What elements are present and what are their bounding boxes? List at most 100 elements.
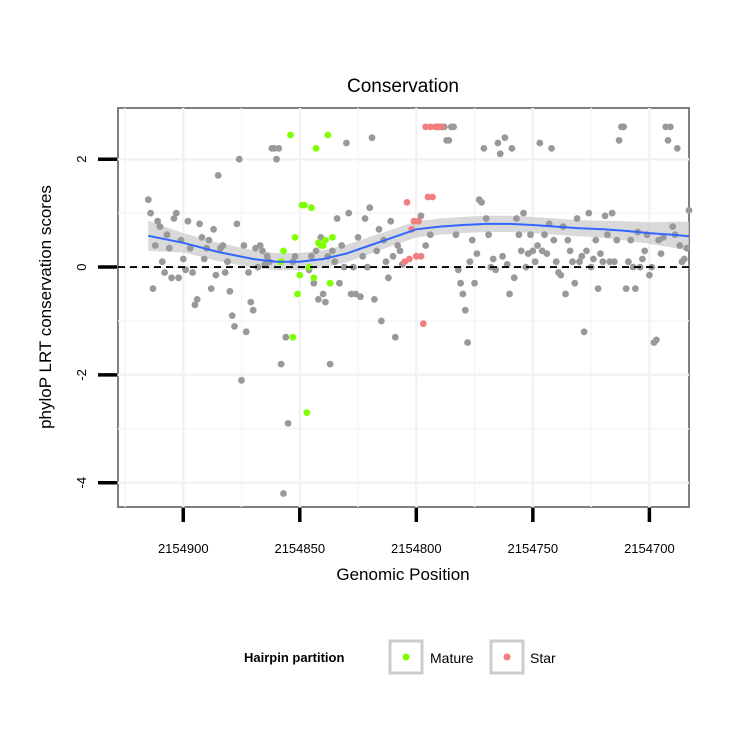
- data-point-other: [466, 258, 474, 266]
- data-point-other: [480, 145, 488, 152]
- data-point-mature: [308, 204, 315, 212]
- data-point-other: [515, 231, 523, 239]
- y-tick-label: -2: [74, 369, 89, 381]
- data-point-other: [594, 285, 602, 292]
- data-point-other: [685, 207, 693, 214]
- data-point-other: [219, 242, 227, 249]
- data-point-other: [422, 242, 429, 249]
- data-point-other: [664, 137, 672, 144]
- data-point-star: [422, 123, 429, 131]
- data-point-other: [389, 252, 397, 260]
- x-axis: 2154900 2154850 2154800 2154750 2154700: [158, 508, 675, 556]
- data-point-other: [354, 234, 362, 241]
- data-point-other: [508, 145, 516, 152]
- data-point-other: [569, 258, 576, 266]
- legend-label-mature: Mature: [430, 650, 474, 666]
- data-point-other: [214, 172, 222, 179]
- data-point-other: [459, 290, 467, 298]
- data-point-other: [322, 298, 329, 306]
- data-point-other: [464, 339, 471, 346]
- data-point-other: [445, 137, 453, 144]
- data-point-other: [632, 285, 639, 292]
- data-point-other: [256, 242, 264, 249]
- grid-lines: [118, 108, 689, 507]
- data-point-mature: [296, 271, 304, 279]
- data-point-star: [415, 217, 422, 225]
- confidence-band-layer: [148, 215, 690, 271]
- x-tick-label: 2154800: [391, 541, 442, 556]
- data-point-other: [170, 215, 178, 222]
- data-point-mature: [289, 333, 297, 341]
- data-point-other: [329, 247, 336, 255]
- smooth-line-layer: [148, 222, 690, 263]
- data-point-other: [382, 258, 390, 266]
- chart-title: Conservation: [347, 76, 459, 97]
- data-point-mature: [319, 242, 327, 249]
- data-point-other: [604, 231, 611, 239]
- data-point-other: [151, 242, 159, 249]
- data-point-other: [247, 298, 255, 306]
- data-point-other: [196, 220, 204, 228]
- data-point-other: [182, 266, 190, 274]
- x-tick-label: 2154900: [158, 541, 209, 556]
- data-point-other: [165, 244, 173, 252]
- data-point-other: [345, 209, 353, 217]
- data-point-other: [387, 217, 395, 225]
- data-point-other: [312, 247, 320, 255]
- x-tick-label: 2154750: [508, 541, 559, 556]
- data-point-other: [552, 258, 560, 266]
- data-point-other: [471, 279, 478, 287]
- data-point-other: [282, 333, 290, 341]
- x-tick-label: 2154850: [274, 541, 325, 556]
- data-point-other: [212, 271, 220, 279]
- data-point-mature: [294, 290, 301, 298]
- legend-entry-mature: Mature: [388, 639, 474, 675]
- legend-dot-mature: [402, 653, 410, 661]
- data-point-other: [350, 263, 357, 271]
- data-point-other: [224, 258, 231, 266]
- data-point-other: [501, 134, 509, 142]
- data-point-other: [221, 269, 229, 276]
- data-point-other: [161, 269, 169, 276]
- data-point-other: [585, 209, 593, 217]
- legend: Hairpin partition Mature Star: [244, 639, 556, 675]
- data-point-other: [391, 333, 399, 341]
- data-point-other: [385, 274, 392, 282]
- data-point-other: [366, 204, 374, 212]
- data-point-mature: [326, 279, 334, 287]
- smooth-confidence-band: [148, 215, 690, 271]
- data-point-other: [494, 139, 502, 147]
- data-point-other: [615, 137, 623, 144]
- data-point-other: [680, 255, 688, 263]
- data-point-other: [669, 223, 677, 231]
- data-point-other: [548, 145, 555, 152]
- data-point-other: [340, 263, 348, 271]
- data-point-other: [163, 231, 171, 239]
- data-point-other: [210, 225, 218, 233]
- data-point-other: [326, 360, 334, 368]
- data-point-other: [338, 242, 346, 249]
- data-point-other: [611, 258, 618, 266]
- data-point-other: [573, 215, 581, 222]
- data-point-other: [534, 242, 541, 249]
- data-point-other: [184, 217, 192, 225]
- legend-dot-star: [503, 653, 511, 661]
- data-point-other: [629, 263, 637, 271]
- data-point-other: [291, 252, 299, 260]
- data-point-mature: [329, 234, 336, 241]
- data-point-other: [564, 236, 572, 244]
- data-point-other: [228, 312, 236, 319]
- data-point-other: [489, 255, 497, 263]
- data-point-other: [499, 252, 506, 260]
- data-point-star: [405, 255, 413, 263]
- plot-panel: [117, 107, 690, 508]
- series-star: [401, 123, 446, 328]
- data-point-mature: [322, 236, 329, 244]
- data-point-other: [452, 231, 460, 239]
- data-point-other: [522, 263, 530, 271]
- data-point-mature: [310, 274, 318, 282]
- data-point-other: [336, 279, 343, 287]
- data-point-other: [461, 306, 469, 314]
- data-point-other: [154, 217, 162, 225]
- data-point-mature: [312, 145, 320, 152]
